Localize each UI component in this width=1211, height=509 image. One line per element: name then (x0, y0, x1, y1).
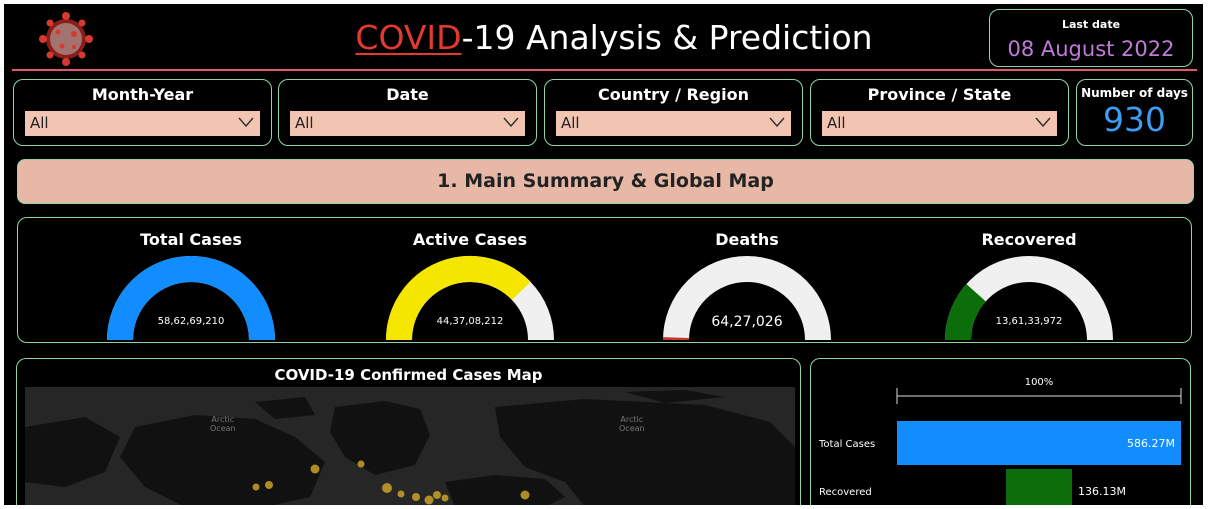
slicer-month-year: Month-Year All (13, 79, 272, 146)
dashboard-canvas: COVID-19 Analysis & Prediction Last date… (4, 4, 1203, 505)
slicer-province-state: Province / State All (810, 79, 1069, 146)
month-year-dropdown[interactable]: All (25, 111, 260, 136)
bar-recovered[interactable] (1006, 469, 1072, 505)
last-date-value: 08 August 2022 (1007, 37, 1175, 61)
dropdown-value: All (295, 114, 314, 132)
gauge-fill (107, 256, 275, 341)
map-panel: COVID-19 Confirmed Cases Map (16, 358, 801, 505)
gauge-chart: 44,37,08,212 (386, 256, 554, 341)
ocean-label: Arctic Ocean (210, 415, 236, 433)
virus-logo-icon (39, 12, 93, 66)
slicer-label: Province / State (867, 85, 1012, 104)
ocean-label: Arctic Ocean (619, 415, 645, 433)
gauge-chart: 64,27,026 (663, 256, 831, 341)
bar-chart-panel: 100% Total Cases 586.27M Recovered 136.13M (810, 358, 1191, 505)
gauge-value: 58,62,69,210 (158, 316, 225, 327)
slicer-date: Date All (278, 79, 537, 146)
last-date-label: Last date (1061, 18, 1121, 31)
gauge-value: 44,37,08,212 (437, 316, 504, 327)
gauge-value: 13,61,33,972 (996, 316, 1063, 327)
dropdown-value: All (30, 114, 49, 132)
gauge-chart: 13,61,33,972 (945, 256, 1113, 341)
axis-label: 100% (1025, 377, 1054, 388)
bar-value-label: 136.13M (1078, 485, 1126, 498)
country-region-dropdown[interactable]: All (556, 111, 791, 136)
number-of-days-card: Number of days 930 (1076, 79, 1193, 146)
bar-category-label: Recovered (819, 487, 872, 498)
map-title: COVID-19 Confirmed Cases Map (274, 366, 543, 384)
header-divider (12, 69, 1197, 71)
slicer-label: Month-Year (91, 85, 194, 104)
gauge-active-cases: Active Cases 44,37,08,212 (375, 218, 565, 344)
gauge-label: Active Cases (412, 230, 528, 249)
slicer-label: Country / Region (598, 85, 749, 104)
dropdown-value: All (561, 114, 580, 132)
chevron-down-icon (1035, 117, 1051, 128)
confirmed-cases-map[interactable]: Arctic Ocean Arctic Ocean (25, 387, 795, 505)
title-highlight: COVID (355, 18, 462, 57)
number-of-days-value: 930 (1103, 100, 1166, 139)
gauge-fill (945, 284, 987, 341)
number-of-days-label: Number of days (1081, 86, 1188, 100)
last-date-card: Last date 08 August 2022 (989, 9, 1193, 67)
gauge-deaths: Deaths 64,27,026 (652, 218, 842, 344)
gauge-fill (386, 256, 531, 341)
chevron-down-icon (769, 117, 785, 128)
gauge-label: Deaths (715, 230, 779, 249)
gauge-label: Total Cases (140, 230, 242, 249)
bar-chart: 100% Total Cases 586.27M Recovered 136.13M (818, 377, 1182, 505)
province-state-dropdown[interactable]: All (822, 111, 1057, 136)
chevron-down-icon (238, 117, 254, 128)
gauge-value: 64,27,026 (711, 314, 782, 330)
bar-value-label: 586.27M (1127, 437, 1175, 450)
section-banner: 1. Main Summary & Global Map (17, 159, 1194, 204)
dropdown-value: All (827, 114, 846, 132)
bar-total-cases[interactable] (897, 421, 1181, 465)
gauge-recovered: Recovered 13,61,33,972 (934, 218, 1124, 344)
kpi-panel: Total Cases 58,62,69,210 Active Cases 44… (17, 217, 1192, 343)
title-rest: -19 Analysis & Prediction (461, 18, 873, 57)
bar-category-label: Total Cases (818, 439, 875, 450)
gauge-track (663, 256, 831, 341)
map-land-layer (25, 390, 795, 505)
date-dropdown[interactable]: All (290, 111, 525, 136)
gauge-total-cases: Total Cases 58,62,69,210 (96, 218, 286, 344)
gauge-label: Recovered (981, 230, 1077, 249)
slicer-country-region: Country / Region All (544, 79, 803, 146)
chevron-down-icon (503, 117, 519, 128)
case-bubbles (252, 460, 530, 505)
slicer-label: Date (386, 85, 429, 104)
gauge-chart: 58,62,69,210 (107, 256, 275, 341)
page-title: COVID-19 Analysis & Prediction (304, 18, 924, 57)
